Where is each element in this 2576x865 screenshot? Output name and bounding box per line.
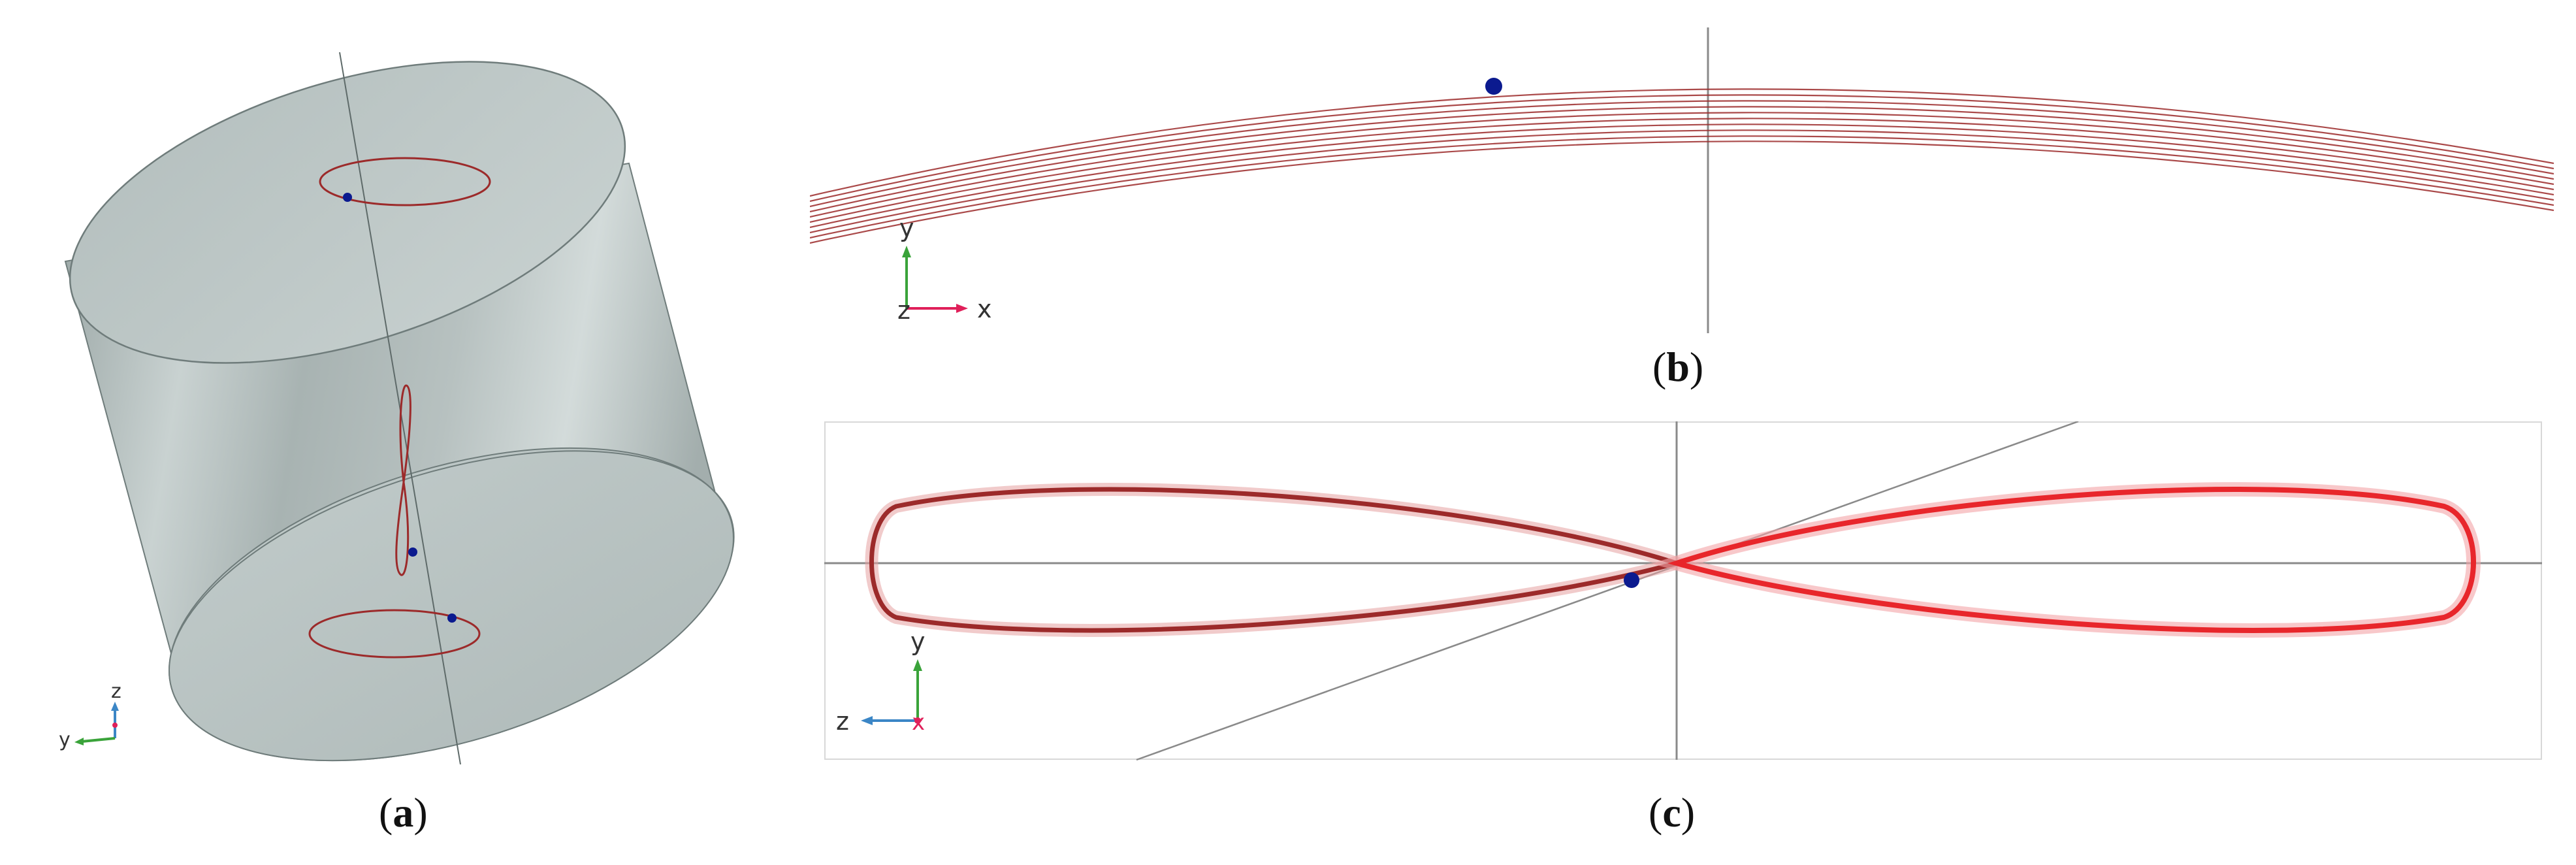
triad-a-y-label: y <box>59 728 71 751</box>
panel-c: y z x (c) <box>824 420 2542 865</box>
triad-c-z-label: z <box>836 707 849 736</box>
middle-figure-eight <box>395 384 411 576</box>
panel-b: y z x (b) <box>809 26 2554 388</box>
panel-b-trajectory-bundle <box>809 88 2554 244</box>
triad-b-x-label: x <box>977 295 992 323</box>
panel-a: z y (a) <box>0 0 758 865</box>
triad-c-y-label: y <box>910 627 926 656</box>
triad-c-x-label: x <box>912 710 925 736</box>
bottom-orbit <box>308 609 481 659</box>
panel-b-canvas: y z x <box>809 26 2554 333</box>
cylinder-bottom-edge <box>170 450 735 654</box>
panel-c-diagonal-axis <box>1136 420 2079 761</box>
cylinder-top-cap <box>69 61 626 364</box>
triad-a-z-label: z <box>111 680 121 703</box>
panel-c-marker <box>1624 572 1639 588</box>
panel-c-canvas: y z x <box>824 420 2542 761</box>
triad-c: y z x <box>836 627 926 736</box>
panel-c-left-lobe <box>865 483 1700 637</box>
caption-b: (b) <box>1652 344 1704 390</box>
caption-c: (c) <box>1649 789 1696 836</box>
middle-marker <box>408 547 417 557</box>
caption-a: (a) <box>379 789 428 836</box>
triad-b: y z x <box>897 214 992 325</box>
panel-a-canvas: z y <box>59 52 735 765</box>
top-orbit <box>319 157 491 206</box>
panel-c-right-lobe <box>1652 482 2481 638</box>
triad-a: z y <box>59 680 121 751</box>
bottom-orbit-marker <box>447 613 457 623</box>
top-orbit-marker <box>343 193 352 202</box>
panel-b-marker <box>1485 78 1502 95</box>
triad-b-z-label: z <box>897 296 910 325</box>
triad-b-y-label: y <box>899 214 914 242</box>
